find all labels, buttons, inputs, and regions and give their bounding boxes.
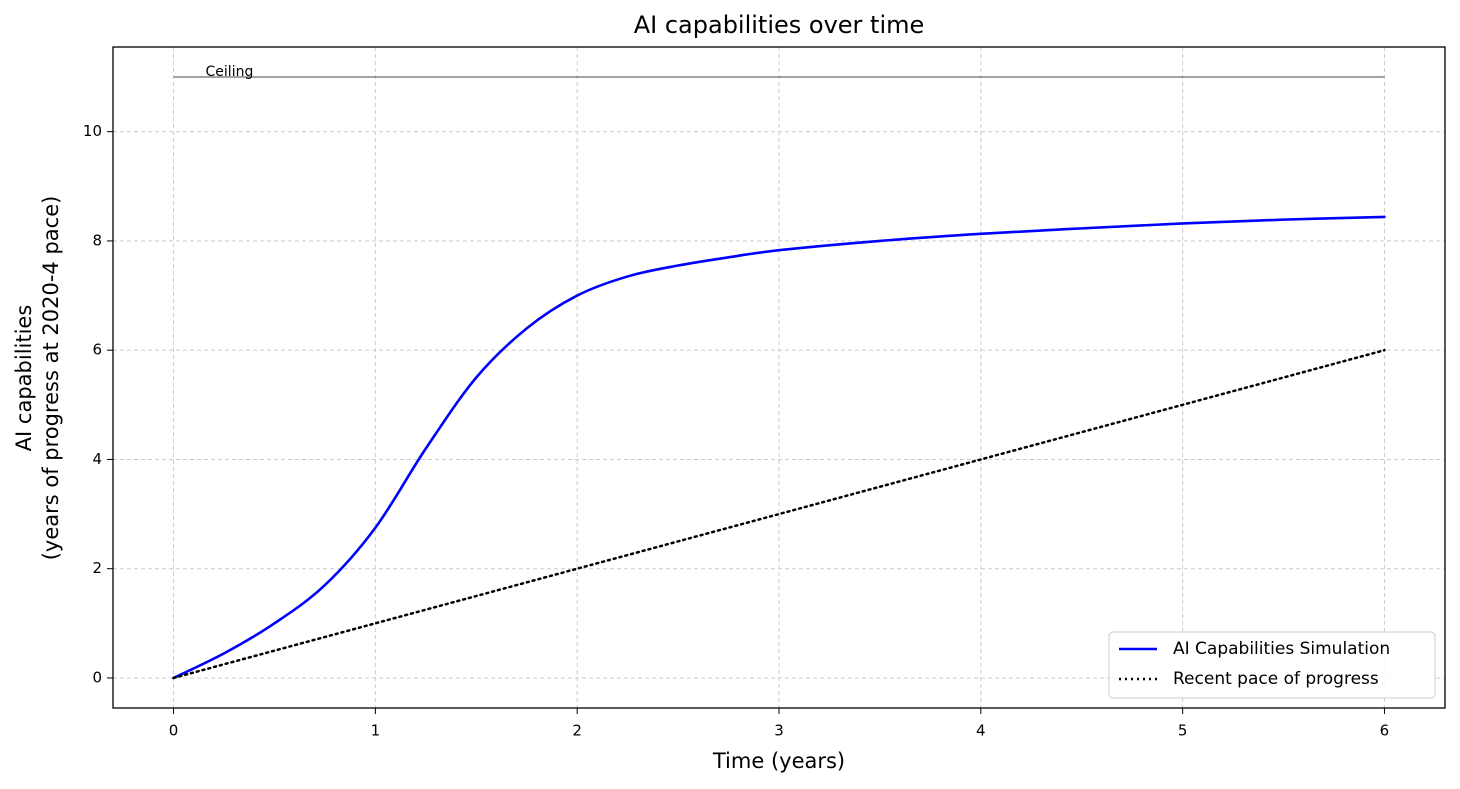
chart-title: AI capabilities over time bbox=[634, 11, 925, 39]
x-tick-label: 4 bbox=[976, 722, 986, 740]
legend-label: AI Capabilities Simulation bbox=[1173, 639, 1390, 659]
y-tick-label: 8 bbox=[92, 231, 102, 249]
x-tick-label: 6 bbox=[1380, 722, 1390, 740]
y-tick-label: 6 bbox=[92, 341, 102, 359]
x-tick-label: 5 bbox=[1178, 722, 1188, 740]
y-axis-label-line: AI capabilities bbox=[12, 305, 36, 452]
legend-label: Recent pace of progress bbox=[1173, 669, 1379, 689]
plot-frame bbox=[112, 46, 1446, 709]
legend-box bbox=[1108, 631, 1436, 699]
x-tick-label: 1 bbox=[371, 722, 381, 740]
x-tick-label: 2 bbox=[572, 722, 582, 740]
y-axis-label-line: (years of progress at 2020-4 pace) bbox=[39, 196, 63, 561]
ceiling-label: Ceiling bbox=[206, 64, 254, 80]
y-tick-label: 2 bbox=[92, 559, 102, 577]
y-tick-label: 10 bbox=[83, 122, 102, 140]
y-axis-label: AI capabilities (years of progress at 20… bbox=[12, 196, 63, 561]
legend: AI Capabilities Simulation Recent pace of… bbox=[1108, 631, 1436, 699]
x-tick-label: 0 bbox=[169, 722, 179, 740]
y-tick-label: 0 bbox=[92, 668, 102, 686]
series-line bbox=[172, 348, 1386, 680]
x-tick-label: 3 bbox=[774, 722, 784, 740]
x-axis-label: Time (years) bbox=[712, 749, 845, 773]
series-line bbox=[172, 215, 1386, 680]
y-tick-label: 4 bbox=[92, 450, 102, 468]
